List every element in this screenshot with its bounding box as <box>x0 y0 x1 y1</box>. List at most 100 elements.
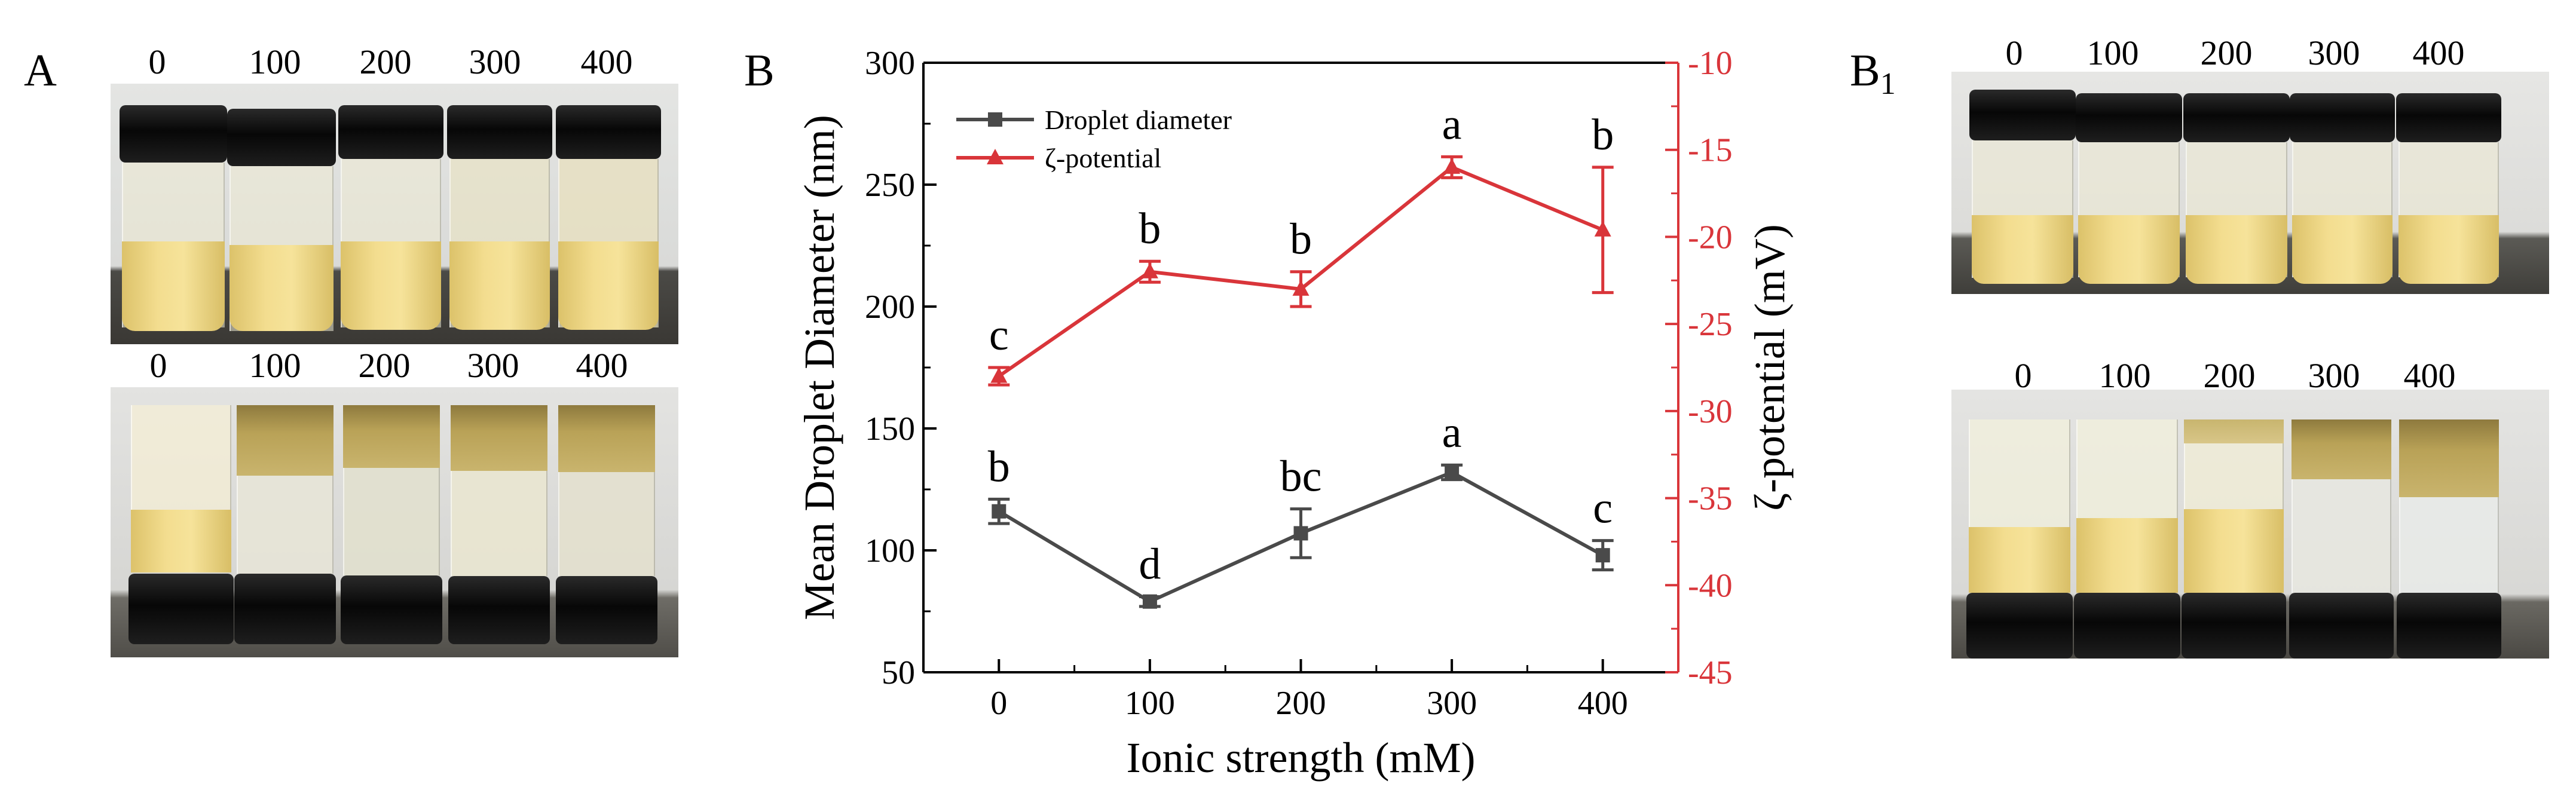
y-tick-label: 50 <box>882 654 915 691</box>
panel-a-top-labels: 0 100 200 300 400 <box>111 42 678 84</box>
panel-b1-letter-sub: 1 <box>1880 67 1896 101</box>
y2-tick-label: -45 <box>1688 654 1733 691</box>
x-tick-label: 200 <box>1276 685 1326 722</box>
y-tick-label: 300 <box>865 45 915 82</box>
x-tick-label: 400 <box>1578 685 1628 722</box>
diameter-point <box>1445 465 1460 480</box>
vial-label: 300 <box>2308 356 2360 395</box>
vial-label: 0 <box>2005 33 2023 72</box>
vial-label: 100 <box>249 42 301 81</box>
vial-label: 300 <box>469 42 521 81</box>
legend-diameter-marker <box>988 112 1002 127</box>
vial-label: 400 <box>2412 33 2465 72</box>
vial <box>1966 419 2073 659</box>
y-axis-title: Mean Droplet Diameter (nm) <box>796 115 843 620</box>
vial-label: 100 <box>2098 356 2151 395</box>
zeta-significance-letter: a <box>1442 100 1462 149</box>
vial-label: 100 <box>249 346 301 385</box>
vial <box>129 405 234 644</box>
vial-label: 100 <box>2087 33 2139 72</box>
vial <box>2290 93 2395 294</box>
panel-a-bottom-photo <box>111 387 678 657</box>
zeta-point <box>1141 262 1158 278</box>
x-axis-title: Ionic strength (mM) <box>1127 734 1476 782</box>
vial-label: 200 <box>358 346 411 385</box>
vial-label: 0 <box>148 42 166 81</box>
y2-tick-label: -40 <box>1688 567 1733 604</box>
diameter-significance-letter: d <box>1139 540 1161 589</box>
x-tick-label: 300 <box>1427 685 1477 722</box>
y2-tick-label: -15 <box>1688 132 1733 169</box>
y2-tick-label: -20 <box>1688 219 1733 256</box>
zeta-significance-letter: b <box>1139 204 1161 253</box>
vial <box>447 105 552 344</box>
diameter-point <box>1595 548 1610 563</box>
zeta-point <box>1443 158 1461 174</box>
y2-tick-label: -10 <box>1688 45 1733 82</box>
vial <box>227 109 336 344</box>
panel-a-bottom-labels: 0 100 200 300 400 <box>111 345 678 387</box>
y-tick-label: 200 <box>865 289 915 326</box>
panel-b-letter: B <box>744 45 775 96</box>
vial <box>338 105 443 344</box>
panel-b1-bottom-labels: 0 100 200 300 400 <box>1951 356 2549 397</box>
vial <box>341 405 442 644</box>
vial-label: 300 <box>2308 33 2360 72</box>
diameter-significance-letter: b <box>988 442 1010 491</box>
diameter-significance-letter: c <box>1593 484 1613 533</box>
zeta-significance-letter: c <box>989 311 1009 360</box>
vial-label: 400 <box>2403 356 2456 395</box>
zeta-significance-letter: b <box>1592 111 1614 160</box>
vial <box>448 405 550 644</box>
diameter-significance-letter: bc <box>1280 452 1322 501</box>
vial-label: 400 <box>576 346 628 385</box>
diameter-point <box>1142 594 1157 609</box>
y-tick-label: 250 <box>865 167 915 204</box>
vial-label: 200 <box>2203 356 2256 395</box>
y-tick-label: 150 <box>865 411 915 448</box>
panel-b1-top-labels: 0 100 200 300 400 <box>1951 33 2549 75</box>
diameter-point <box>992 504 1006 519</box>
vial <box>2074 419 2180 659</box>
panel-a-letter: A <box>24 45 57 96</box>
vial <box>556 405 657 644</box>
vial-label: 300 <box>467 346 519 385</box>
panel-b1-bottom-photo <box>1951 390 2549 659</box>
vial <box>2397 419 2501 659</box>
panel-b1-top-photo <box>1951 72 2549 294</box>
x-tick-label: 0 <box>990 685 1007 722</box>
diameter-point <box>1293 526 1308 541</box>
zeta-point <box>1594 221 1611 237</box>
zeta-point <box>990 367 1008 383</box>
diameter-significance-letter: a <box>1442 408 1462 457</box>
vial <box>556 105 661 344</box>
vial <box>1969 90 2076 294</box>
vial <box>2289 419 2394 659</box>
vial-label: 200 <box>2200 33 2253 72</box>
y-tick-label: 100 <box>865 532 915 569</box>
legend-zeta-marker <box>987 149 1004 164</box>
vial-label: 400 <box>580 42 633 81</box>
vial-label: 0 <box>2014 356 2032 395</box>
zeta-significance-letter: b <box>1290 215 1312 264</box>
panel-a-top-photo <box>111 84 678 344</box>
vial <box>2396 93 2501 294</box>
y2-axis-title: ζ-potential (mV) <box>1746 224 1794 511</box>
vial <box>2076 93 2182 294</box>
legend-diameter-label: Droplet diameter <box>1045 105 1232 135</box>
vial <box>2182 419 2286 659</box>
panel-b1-letter: B1 <box>1850 48 1896 100</box>
legend-zeta-label: ζ-potential <box>1045 143 1161 173</box>
y2-tick-label: -30 <box>1688 393 1733 430</box>
x-tick-label: 100 <box>1125 685 1175 722</box>
vial <box>2183 93 2290 294</box>
vial-label: 0 <box>149 346 167 385</box>
vial <box>120 105 227 344</box>
y2-tick-label: -35 <box>1688 480 1733 517</box>
y2-tick-label: -25 <box>1688 306 1733 343</box>
panel-b1-letter-main: B <box>1850 45 1880 96</box>
vial <box>234 405 336 644</box>
zeta-point <box>1292 280 1310 296</box>
vial-label: 200 <box>359 42 412 81</box>
